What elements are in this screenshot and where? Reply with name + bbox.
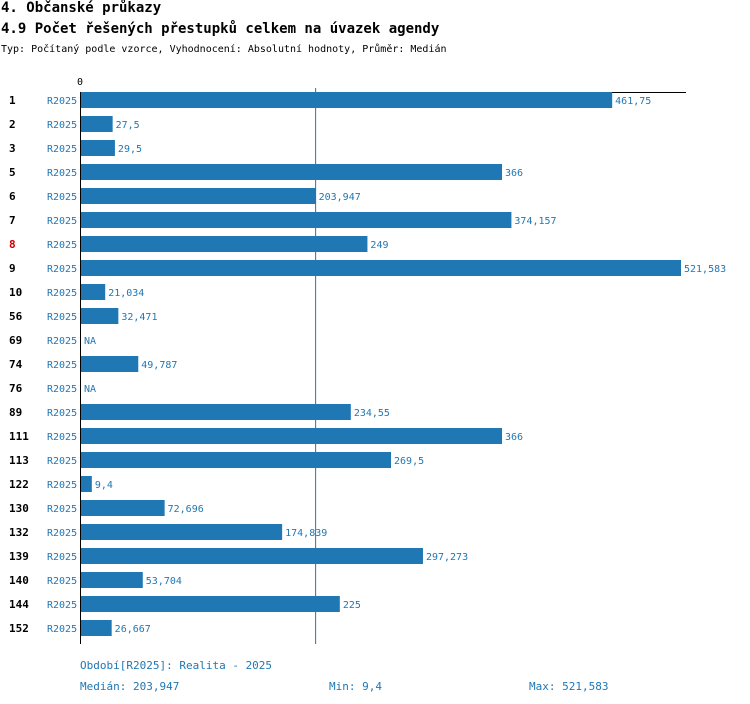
data-label: 374,157	[514, 216, 556, 227]
data-label: 234,55	[354, 408, 390, 419]
bar	[81, 284, 106, 300]
data-label: 203,947	[319, 192, 361, 203]
bar	[81, 92, 613, 108]
bar	[81, 620, 112, 636]
series-label: R2025	[47, 528, 77, 539]
bar	[81, 260, 681, 276]
category-label: 152	[9, 622, 29, 635]
bar	[81, 428, 503, 444]
series-label: R2025	[47, 168, 77, 179]
bar	[81, 476, 92, 492]
data-label: 27,5	[116, 120, 140, 131]
category-label: 3	[9, 142, 16, 155]
footer-median: Medián: 203,947	[80, 680, 180, 693]
bar	[81, 236, 368, 252]
category-label: 144	[9, 598, 29, 611]
series-label: R2025	[47, 240, 77, 251]
bar	[81, 452, 392, 468]
data-label: 366	[505, 168, 523, 179]
data-label: 72,696	[168, 504, 204, 515]
category-label: 113	[9, 454, 29, 467]
footer-min: Min: 9,4	[329, 680, 382, 693]
bar	[81, 212, 512, 228]
data-label: 21,034	[108, 288, 144, 299]
data-label: 461,75	[615, 96, 651, 107]
data-label: 521,583	[684, 264, 726, 275]
category-label: 69	[9, 334, 22, 347]
series-label: R2025	[47, 384, 77, 395]
data-label: 269,5	[394, 456, 424, 467]
bar-chart: 0 1 R2025 461,75 2 R2025 27,5 3 R2025 29,5 5 R2025 3…	[9, 77, 726, 644]
category-label: 111	[9, 430, 29, 443]
data-label: 9,4	[95, 480, 113, 491]
category-label: 140	[9, 574, 29, 587]
data-label: 53,704	[146, 576, 182, 587]
data-label: 29,5	[118, 144, 142, 155]
bar	[81, 188, 316, 204]
category-label: 2	[9, 118, 16, 131]
category-label: 139	[9, 550, 29, 563]
data-label: 174,839	[285, 528, 327, 539]
series-label: R2025	[47, 504, 77, 515]
x-tick-label: 0	[77, 77, 83, 88]
data-label: 49,787	[141, 360, 177, 371]
category-label: 130	[9, 502, 29, 515]
bar	[81, 404, 351, 420]
footer-max: Max: 521,583	[529, 680, 609, 693]
bar	[81, 596, 340, 612]
data-label: 249	[370, 240, 388, 251]
bar	[81, 524, 283, 540]
series-label: R2025	[47, 264, 77, 275]
series-label: R2025	[47, 360, 77, 371]
category-label: 74	[9, 358, 23, 371]
series-label: R2025	[47, 432, 77, 443]
category-label: 132	[9, 526, 29, 539]
section-title: 4. Občanské průkazy	[1, 0, 162, 16]
series-label: R2025	[47, 456, 77, 467]
footer-period: Období[R2025]: Realita - 2025	[80, 659, 273, 672]
data-label: 32,471	[121, 312, 157, 323]
bar	[81, 116, 113, 132]
bar	[81, 500, 165, 516]
chart-title: 4.9 Počet řešených přestupků celkem na ú…	[1, 21, 440, 37]
series-label: R2025	[47, 120, 77, 131]
data-label: 26,667	[115, 624, 151, 635]
category-label: 56	[9, 310, 23, 323]
series-label: R2025	[47, 576, 77, 587]
bar	[81, 140, 115, 156]
bar	[81, 164, 503, 180]
chart-subtitle: Typ: Počítaný podle vzorce, Vyhodnocení:…	[1, 44, 447, 55]
data-label: 225	[343, 600, 361, 611]
series-label: R2025	[47, 408, 77, 419]
category-label: 122	[9, 478, 29, 491]
bar	[81, 356, 139, 372]
series-label: R2025	[47, 600, 77, 611]
category-label: 5	[9, 166, 16, 179]
bar	[81, 548, 423, 564]
data-label: NA	[84, 336, 96, 347]
series-label: R2025	[47, 96, 77, 107]
category-label: 6	[9, 190, 16, 203]
series-label: R2025	[47, 552, 77, 563]
category-label: 76	[9, 382, 23, 395]
series-label: R2025	[47, 192, 77, 203]
series-label: R2025	[47, 312, 77, 323]
series-label: R2025	[47, 480, 77, 491]
bar	[81, 572, 143, 588]
data-label: 366	[505, 432, 523, 443]
category-label: 89	[9, 406, 22, 419]
data-label: 297,273	[426, 552, 468, 563]
series-label: R2025	[47, 288, 77, 299]
category-label: 8	[9, 238, 16, 251]
category-label: 10	[9, 286, 22, 299]
series-label: R2025	[47, 216, 77, 227]
series-label: R2025	[47, 336, 77, 347]
category-label: 1	[9, 94, 16, 107]
category-label: 9	[9, 262, 16, 275]
category-label: 7	[9, 214, 16, 227]
series-label: R2025	[47, 144, 77, 155]
data-label: NA	[84, 384, 96, 395]
bar	[81, 308, 119, 324]
series-label: R2025	[47, 624, 77, 635]
